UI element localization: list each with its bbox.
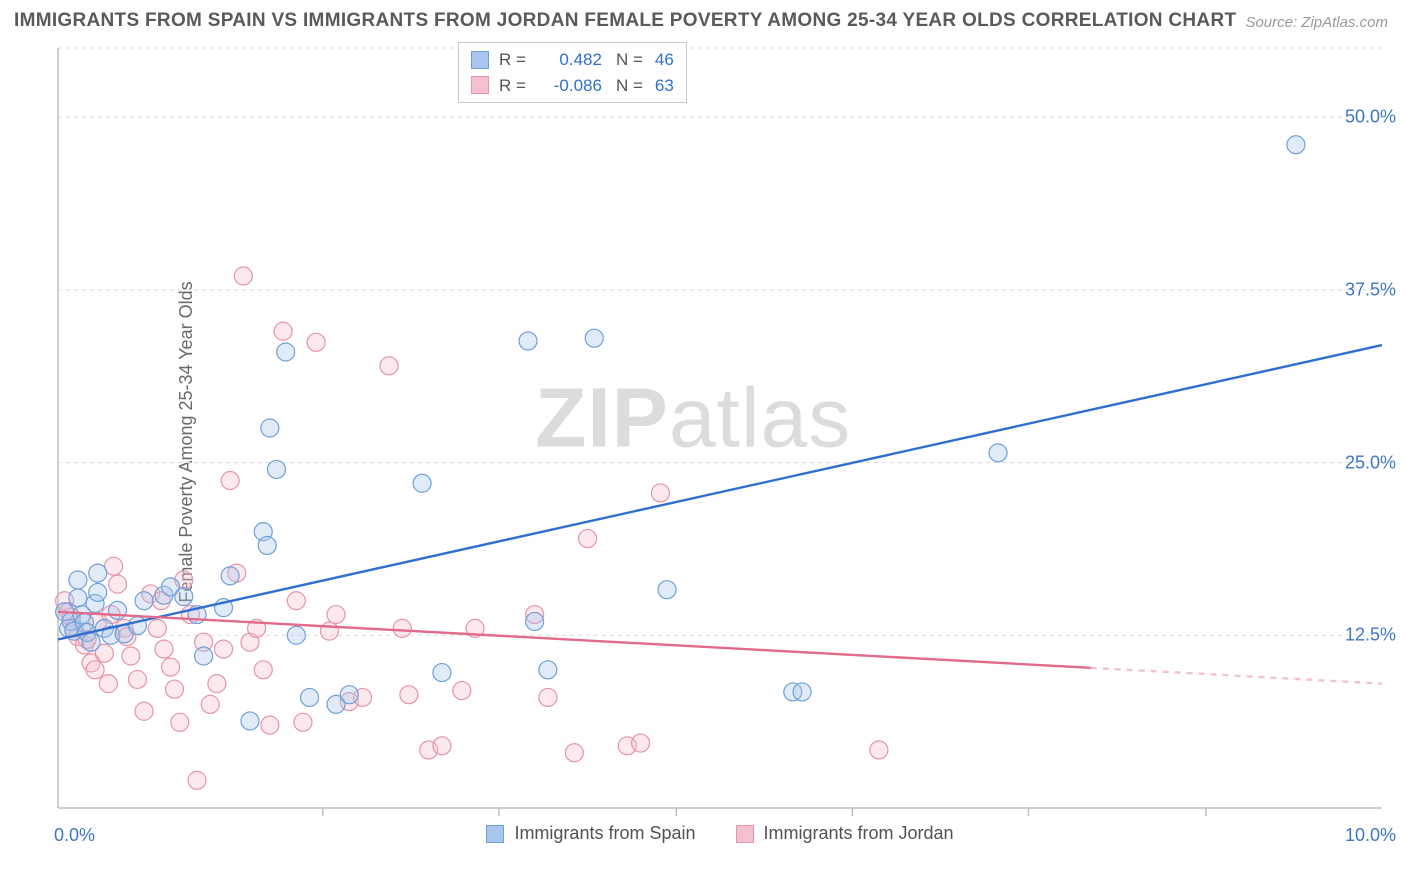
chart-area: Female Poverty Among 25-34 Year Olds ZIP…: [50, 42, 1390, 842]
r-prefix: R =: [499, 73, 526, 99]
legend-label-jordan: Immigrants from Jordan: [764, 823, 954, 844]
legend-item-spain: Immigrants from Spain: [486, 823, 695, 844]
series-legend: Immigrants from Spain Immigrants from Jo…: [50, 823, 1390, 844]
swatch-jordan: [471, 76, 489, 94]
n-value-jordan: 63: [655, 73, 674, 99]
n-value-spain: 46: [655, 47, 674, 73]
swatch-jordan-icon: [736, 825, 754, 843]
swatch-spain: [471, 51, 489, 69]
y-tick-label: 25.0%: [1345, 452, 1396, 473]
r-value-jordan: -0.086: [534, 73, 602, 99]
chart-title: IMMIGRANTS FROM SPAIN VS IMMIGRANTS FROM…: [14, 10, 1236, 32]
legend-row-jordan: R = -0.086 N = 63: [471, 73, 674, 99]
x-tick-left: 0.0%: [54, 825, 95, 846]
scatter-plot: [50, 42, 1390, 842]
y-tick-label: 37.5%: [1345, 279, 1396, 300]
correlation-legend: R = 0.482 N = 46 R = -0.086 N = 63: [458, 42, 687, 103]
y-tick-label: 12.5%: [1345, 625, 1396, 646]
legend-row-spain: R = 0.482 N = 46: [471, 47, 674, 73]
legend-label-spain: Immigrants from Spain: [514, 823, 695, 844]
n-prefix: N =: [616, 47, 643, 73]
swatch-spain-icon: [486, 825, 504, 843]
source-attribution: Source: ZipAtlas.com: [1245, 14, 1388, 31]
r-prefix: R =: [499, 47, 526, 73]
x-tick-right: 10.0%: [1345, 825, 1396, 846]
n-prefix: N =: [616, 73, 643, 99]
legend-item-jordan: Immigrants from Jordan: [736, 823, 954, 844]
r-value-spain: 0.482: [534, 47, 602, 73]
y-tick-label: 50.0%: [1345, 107, 1396, 128]
